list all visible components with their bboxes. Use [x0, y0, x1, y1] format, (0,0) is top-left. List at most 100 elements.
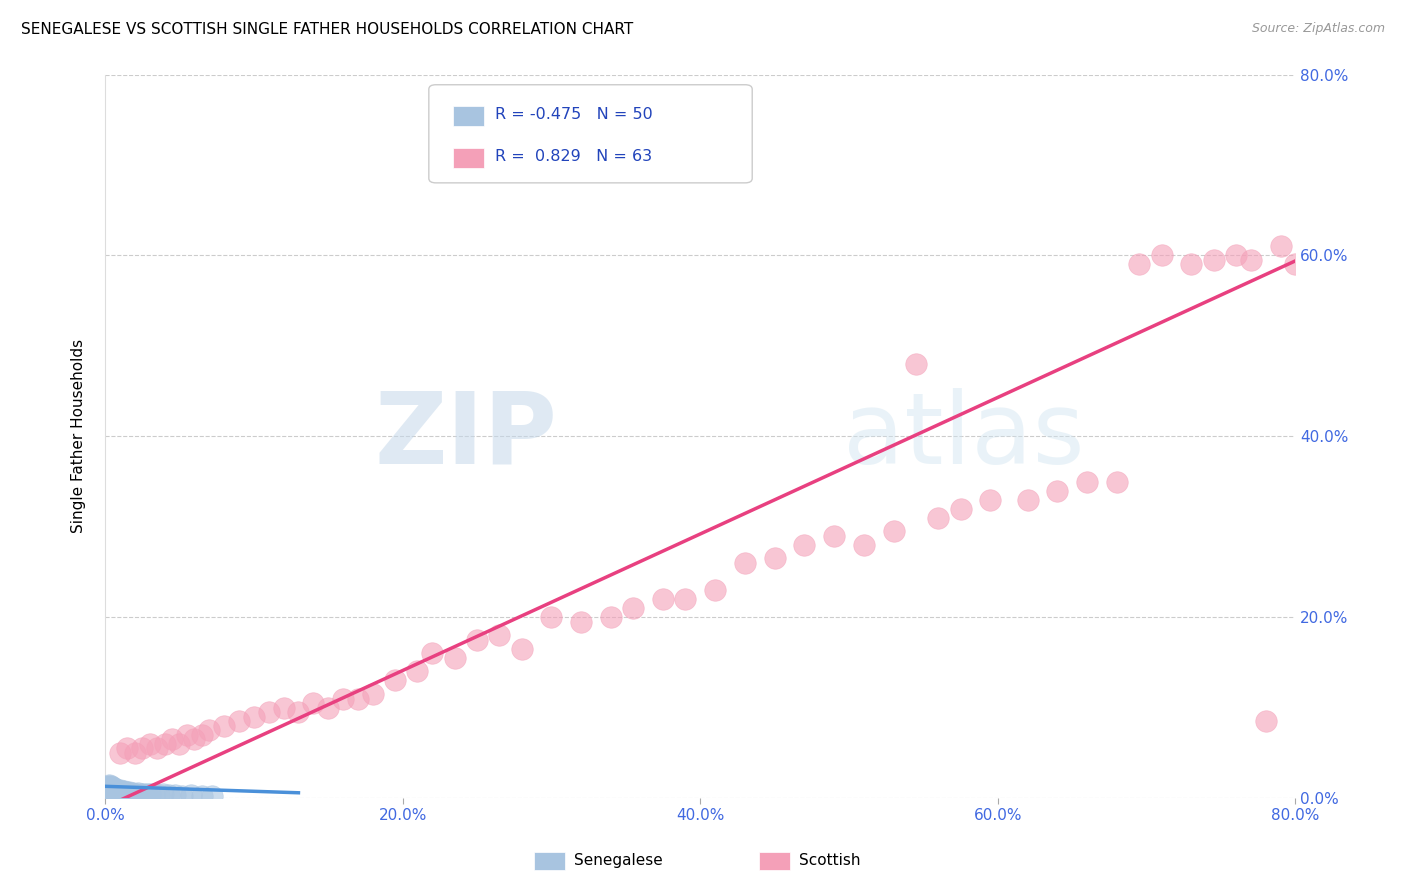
Point	[98, 786, 121, 800]
Point	[257, 705, 280, 719]
Point	[198, 723, 221, 738]
Point	[180, 789, 202, 803]
Point	[273, 700, 295, 714]
Text: Scottish: Scottish	[799, 854, 860, 868]
Point	[131, 741, 153, 756]
Point	[190, 789, 212, 804]
Point	[600, 610, 623, 624]
Point	[347, 691, 370, 706]
Point	[105, 783, 128, 797]
Point	[108, 785, 131, 799]
Point	[117, 786, 139, 800]
Point	[96, 782, 118, 797]
Point	[406, 665, 429, 679]
Point	[793, 538, 815, 552]
Point	[852, 538, 875, 552]
Point	[652, 592, 675, 607]
Point	[110, 784, 132, 798]
Point	[97, 780, 120, 794]
Point	[98, 778, 121, 792]
Point	[124, 787, 146, 801]
Point	[146, 741, 169, 756]
Point	[361, 687, 384, 701]
Point	[103, 783, 125, 797]
Point	[212, 719, 235, 733]
Point	[124, 746, 146, 760]
Point	[138, 788, 160, 802]
Point	[1128, 257, 1150, 271]
Point	[384, 673, 406, 688]
Point	[152, 788, 174, 802]
Point	[157, 789, 180, 803]
Point	[101, 782, 124, 797]
Point	[112, 784, 135, 798]
Point	[883, 524, 905, 539]
Text: R = -0.475   N = 50: R = -0.475 N = 50	[495, 107, 652, 121]
Point	[1017, 492, 1039, 507]
Point	[1105, 475, 1128, 489]
Point	[1076, 475, 1098, 489]
Text: SENEGALESE VS SCOTTISH SINGLE FATHER HOUSEHOLDS CORRELATION CHART: SENEGALESE VS SCOTTISH SINGLE FATHER HOU…	[21, 22, 633, 37]
Point	[163, 789, 186, 803]
Point	[107, 784, 129, 798]
Point	[97, 783, 120, 797]
Point	[302, 696, 325, 710]
Point	[1202, 252, 1225, 267]
Point	[118, 785, 141, 799]
Point	[97, 781, 120, 796]
Point	[510, 641, 533, 656]
Point	[183, 732, 205, 747]
Point	[190, 728, 212, 742]
Text: Source: ZipAtlas.com: Source: ZipAtlas.com	[1251, 22, 1385, 36]
Point	[98, 782, 121, 797]
Point	[135, 787, 157, 801]
Text: Senegalese: Senegalese	[574, 854, 662, 868]
Point	[96, 784, 118, 798]
Point	[1315, 176, 1337, 190]
Point	[316, 700, 339, 714]
Point	[540, 610, 562, 624]
Point	[101, 780, 124, 795]
Point	[1270, 239, 1292, 253]
Point	[132, 788, 155, 802]
Point	[169, 737, 191, 751]
Point	[927, 510, 949, 524]
Point	[443, 651, 465, 665]
Point	[138, 737, 160, 751]
Point	[101, 784, 124, 798]
Point	[1150, 248, 1173, 262]
Point	[153, 737, 176, 751]
Point	[160, 732, 183, 747]
Point	[201, 789, 224, 804]
Point	[120, 786, 142, 800]
Point	[98, 784, 121, 798]
Point	[734, 556, 756, 570]
Point	[108, 746, 131, 760]
Point	[1046, 483, 1069, 498]
Point	[1284, 257, 1306, 271]
Point	[100, 780, 122, 794]
Point	[96, 780, 118, 795]
Point	[148, 789, 170, 803]
Point	[172, 789, 194, 804]
Point	[763, 551, 786, 566]
Point	[569, 615, 592, 629]
Point	[1180, 257, 1202, 271]
Point	[108, 783, 131, 797]
Point	[1240, 252, 1263, 267]
Point	[103, 781, 125, 796]
Point	[287, 705, 309, 719]
Point	[823, 529, 845, 543]
Point	[114, 785, 136, 799]
Point	[104, 784, 127, 798]
Y-axis label: Single Father Households: Single Father Households	[72, 339, 86, 533]
Point	[979, 492, 1001, 507]
Point	[949, 501, 972, 516]
Point	[100, 781, 122, 796]
Point	[129, 787, 152, 801]
Point	[98, 780, 121, 795]
Point	[1299, 248, 1322, 262]
Point	[127, 786, 149, 800]
Point	[488, 628, 510, 642]
Point	[243, 709, 266, 723]
